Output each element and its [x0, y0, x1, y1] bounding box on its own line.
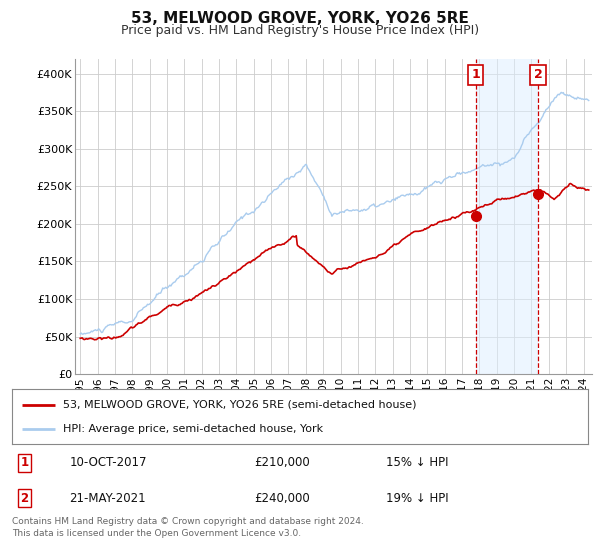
Text: 1: 1 — [471, 68, 480, 81]
Text: 53, MELWOOD GROVE, YORK, YO26 5RE (semi-detached house): 53, MELWOOD GROVE, YORK, YO26 5RE (semi-… — [62, 400, 416, 409]
Text: This data is licensed under the Open Government Licence v3.0.: This data is licensed under the Open Gov… — [12, 529, 301, 538]
Text: £210,000: £210,000 — [254, 456, 310, 469]
Text: 2: 2 — [20, 492, 29, 505]
Text: £240,000: £240,000 — [254, 492, 310, 505]
Text: 10-OCT-2017: 10-OCT-2017 — [70, 456, 147, 469]
Text: 1: 1 — [20, 456, 29, 469]
Text: Contains HM Land Registry data © Crown copyright and database right 2024.: Contains HM Land Registry data © Crown c… — [12, 517, 364, 526]
Text: 53, MELWOOD GROVE, YORK, YO26 5RE: 53, MELWOOD GROVE, YORK, YO26 5RE — [131, 11, 469, 26]
Text: 2: 2 — [533, 68, 542, 81]
Text: HPI: Average price, semi-detached house, York: HPI: Average price, semi-detached house,… — [62, 424, 323, 433]
Text: 15% ↓ HPI: 15% ↓ HPI — [386, 456, 449, 469]
Text: Price paid vs. HM Land Registry's House Price Index (HPI): Price paid vs. HM Land Registry's House … — [121, 24, 479, 36]
Text: 21-MAY-2021: 21-MAY-2021 — [70, 492, 146, 505]
Text: 19% ↓ HPI: 19% ↓ HPI — [386, 492, 449, 505]
Bar — [476, 59, 538, 374]
